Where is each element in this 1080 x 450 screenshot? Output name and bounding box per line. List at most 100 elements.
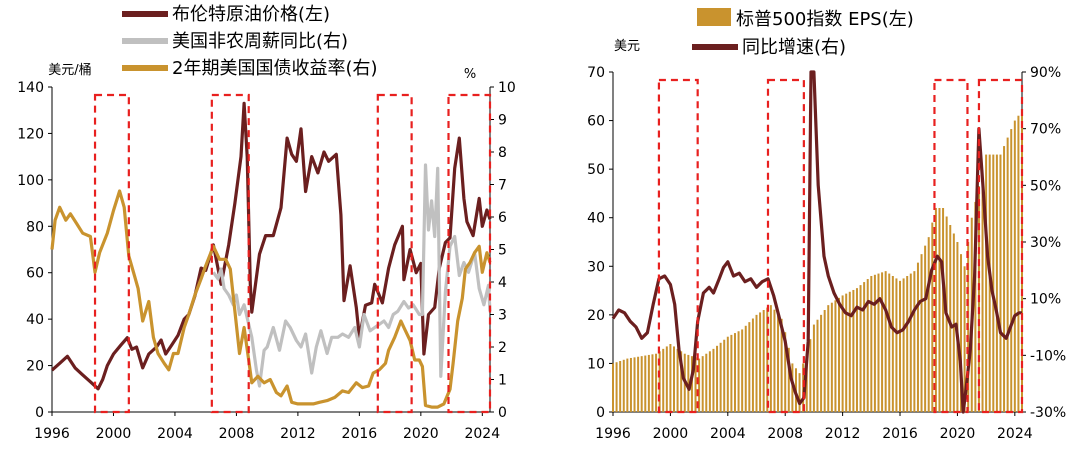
left-tick-label: 40 bbox=[587, 211, 605, 227]
highlight-box bbox=[657, 78, 699, 414]
eps-bar bbox=[873, 274, 876, 412]
eps-bar bbox=[665, 346, 668, 412]
eps-bar bbox=[934, 208, 937, 412]
eps-bar bbox=[726, 336, 729, 412]
legend-label: 布伦特原油价格(左) bbox=[172, 4, 330, 25]
legend-label: 标普500指数 EPS(左) bbox=[736, 9, 914, 30]
eps-bar bbox=[698, 358, 701, 412]
left-tick-label: 10 bbox=[587, 356, 605, 372]
eps-bar bbox=[1006, 137, 1009, 413]
x-tick-label: 2004 bbox=[710, 426, 746, 442]
right-tick-label: 30% bbox=[1030, 235, 1061, 251]
left-tick-label: 20 bbox=[26, 359, 44, 375]
eps-bar bbox=[676, 348, 679, 412]
eps-bar bbox=[730, 334, 733, 412]
eps-bar bbox=[612, 363, 614, 412]
eps-bar bbox=[1013, 120, 1016, 413]
eps-bar bbox=[1003, 146, 1006, 413]
right-tick-label: 70% bbox=[1030, 122, 1061, 138]
eps-bar bbox=[920, 254, 923, 412]
x-tick-label: 2008 bbox=[767, 426, 803, 442]
right-tick-label: 50% bbox=[1030, 178, 1061, 194]
eps-bar bbox=[827, 305, 830, 412]
left-axis-unit: 美元/桶 bbox=[48, 63, 91, 78]
eps-bar bbox=[881, 272, 884, 412]
left-tick-label: 140 bbox=[17, 80, 44, 96]
right-tick-label: 4 bbox=[498, 275, 507, 291]
left-tick-label: 50 bbox=[587, 162, 605, 178]
eps-bar bbox=[841, 295, 844, 412]
eps-bar bbox=[838, 297, 841, 412]
eps-bar bbox=[780, 318, 783, 412]
eps-bar bbox=[891, 276, 894, 412]
eps-bar bbox=[755, 314, 758, 412]
left-tick-label: 60 bbox=[26, 266, 44, 282]
eps-bar bbox=[992, 154, 995, 413]
eps-bar bbox=[916, 262, 919, 412]
series-line-1 bbox=[611, 70, 1022, 414]
right-tick-label: 10% bbox=[1030, 292, 1061, 308]
eps-bar bbox=[981, 170, 984, 412]
eps-bar bbox=[655, 353, 658, 412]
eps-bar bbox=[805, 353, 808, 412]
eps-bar bbox=[694, 357, 697, 412]
eps-bar bbox=[622, 359, 625, 412]
eps-bar bbox=[870, 276, 873, 412]
eps-bar bbox=[787, 347, 790, 412]
eps-bar bbox=[669, 344, 672, 412]
x-tick-label: 1996 bbox=[595, 426, 631, 442]
eps-bar bbox=[662, 348, 665, 412]
eps-bar bbox=[723, 339, 726, 412]
eps-bar bbox=[859, 285, 862, 412]
eps-bar bbox=[751, 318, 754, 412]
eps-bar bbox=[766, 307, 769, 412]
eps-bar bbox=[855, 288, 858, 412]
eps-bar bbox=[733, 333, 736, 412]
eps-bar bbox=[931, 222, 934, 412]
eps-bar bbox=[644, 355, 647, 412]
eps-bar bbox=[762, 310, 765, 412]
eps-bar bbox=[680, 351, 683, 412]
eps-bar bbox=[626, 358, 629, 412]
x-tick-label: 2004 bbox=[157, 426, 193, 442]
eps-bar bbox=[963, 266, 966, 412]
eps-bar bbox=[798, 373, 801, 412]
x-tick-label: 1996 bbox=[34, 426, 70, 442]
eps-bar bbox=[777, 314, 780, 412]
series-line-2 bbox=[50, 189, 492, 409]
eps-bar bbox=[719, 342, 722, 412]
eps-bar bbox=[647, 354, 650, 412]
highlight-box bbox=[210, 93, 250, 414]
x-tick-label: 2000 bbox=[653, 426, 689, 442]
eps-bar bbox=[1017, 115, 1020, 412]
right-tick-label: 6 bbox=[498, 210, 507, 226]
left-tick-label: 0 bbox=[35, 405, 44, 421]
eps-bar bbox=[1010, 129, 1013, 413]
eps-bar bbox=[690, 356, 693, 412]
eps-bar bbox=[909, 273, 912, 412]
x-tick-label: 2016 bbox=[342, 426, 378, 442]
left-axis-unit: 美元 bbox=[614, 39, 640, 54]
x-tick-label: 2020 bbox=[940, 426, 976, 442]
eps-bar bbox=[823, 310, 826, 412]
eps-bar bbox=[712, 348, 715, 412]
x-tick-label: 2012 bbox=[825, 426, 861, 442]
eps-bar bbox=[848, 291, 851, 412]
eps-bar bbox=[830, 302, 833, 412]
highlight-box bbox=[977, 78, 1024, 414]
left-tick-label: 30 bbox=[587, 259, 605, 275]
eps-bar bbox=[633, 357, 636, 412]
right-tick-label: 9 bbox=[498, 113, 507, 129]
left-tick-label: 100 bbox=[17, 173, 44, 189]
x-tick-label: 2024 bbox=[997, 426, 1033, 442]
x-tick-label: 2012 bbox=[280, 426, 316, 442]
eps-bar bbox=[899, 280, 902, 412]
highlight-box bbox=[447, 93, 492, 414]
right-tick-label: 1 bbox=[498, 373, 507, 389]
left-tick-label: 80 bbox=[26, 219, 44, 235]
eps-bar bbox=[999, 154, 1002, 413]
eps-bar bbox=[773, 309, 776, 412]
eps-bar bbox=[629, 357, 632, 412]
eps-bar bbox=[637, 356, 640, 412]
eps-bar bbox=[852, 289, 855, 412]
